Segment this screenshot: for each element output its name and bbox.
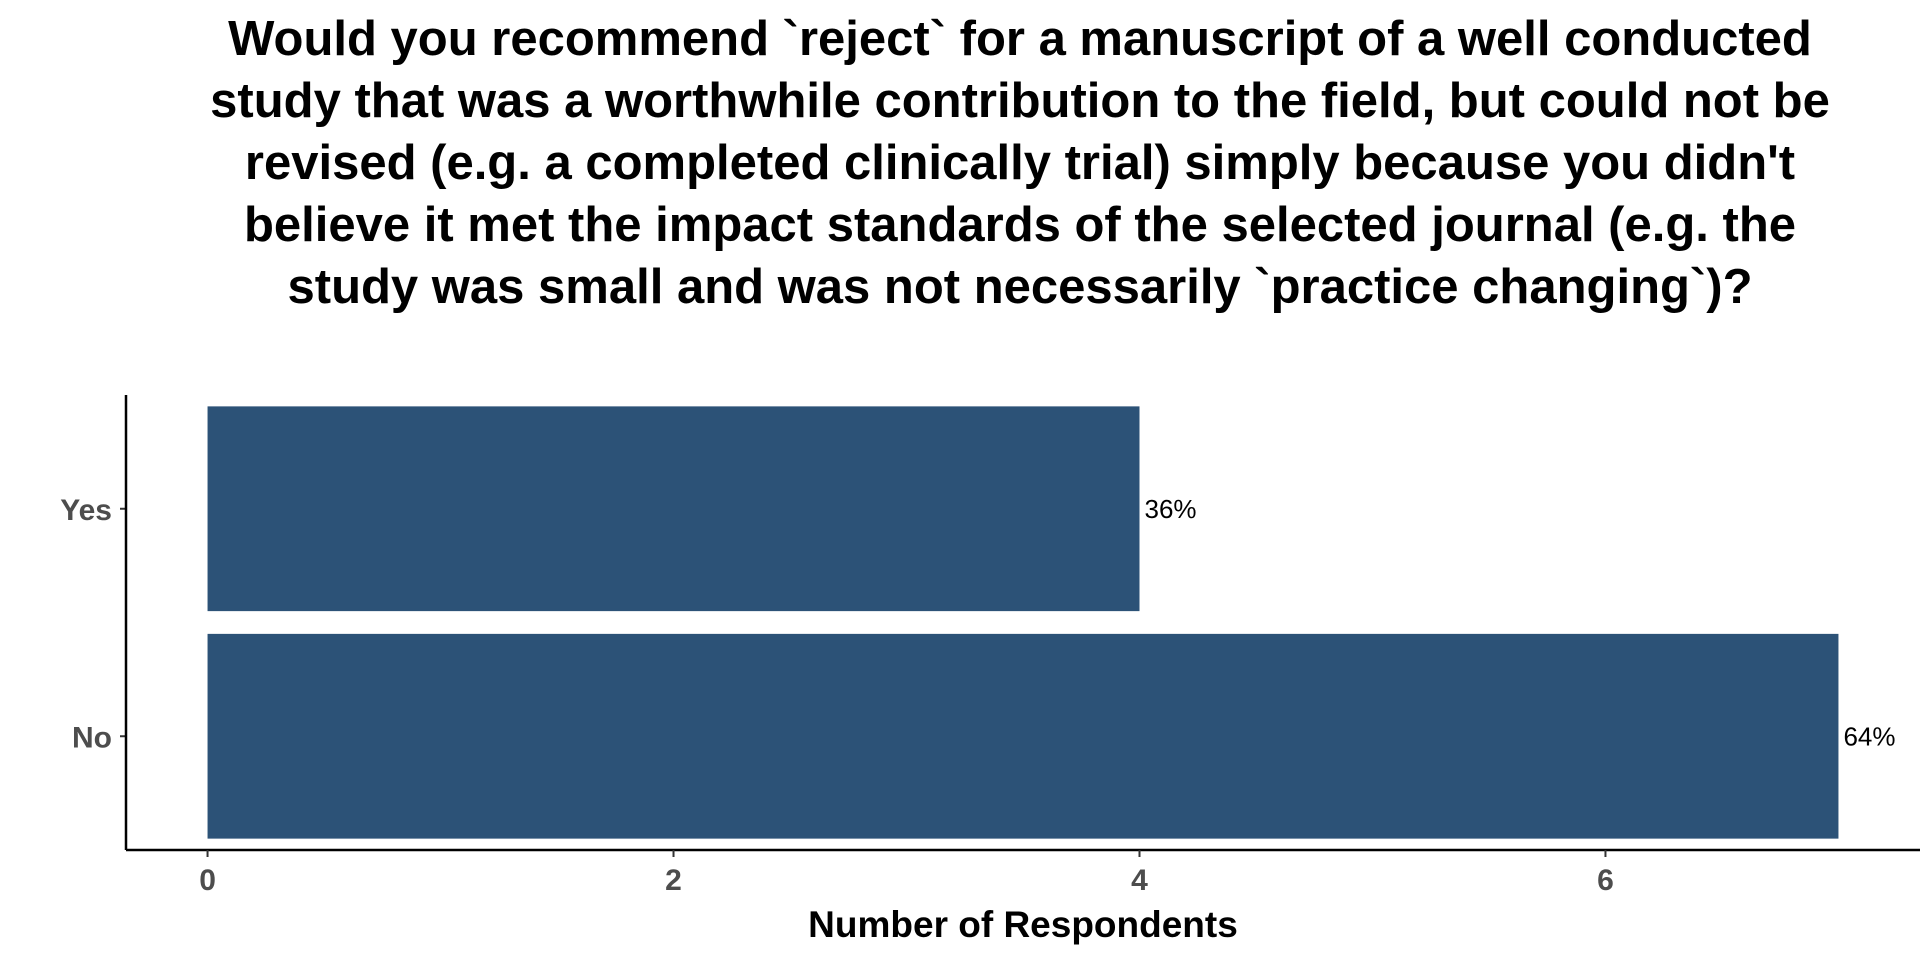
data-label-yes: 36% <box>1144 494 1196 524</box>
x-tick-label-6: 6 <box>1597 864 1614 897</box>
bar-yes <box>207 406 1140 612</box>
data-labels-layer: 36% 64% <box>1144 494 1895 752</box>
x-tick-label-0: 0 <box>199 864 216 897</box>
bars-layer <box>207 406 1839 839</box>
bar-no <box>207 633 1839 839</box>
x-tick-label-2: 2 <box>665 864 682 897</box>
x-tick-label-4: 4 <box>1131 864 1148 897</box>
y-tick-label-yes: Yes <box>60 494 112 527</box>
data-label-no: 64% <box>1843 721 1895 751</box>
x-axis-title: Number of Respondents <box>808 904 1238 945</box>
y-tick-label-no: No <box>72 721 112 754</box>
axes-layer: Yes No 0 2 4 6 <box>60 395 1920 897</box>
chart-title: Would you recommend `reject` for a manus… <box>210 12 1830 314</box>
